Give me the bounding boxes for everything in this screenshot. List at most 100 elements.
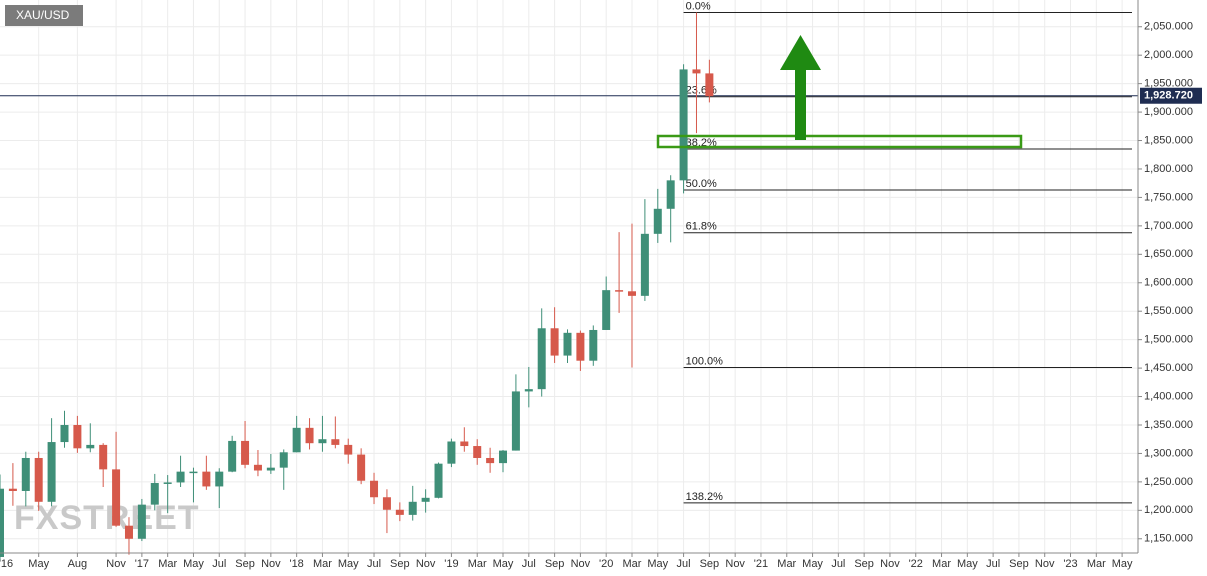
fib-label: 138.2% <box>686 491 724 503</box>
candle-body <box>228 440 237 472</box>
y-tick-label: 1,950.000 <box>1144 78 1193 90</box>
x-tick-label: '18 <box>289 558 303 570</box>
candle-body <box>473 446 482 458</box>
candle-body <box>408 501 417 515</box>
fib-label: 100.0% <box>686 355 724 367</box>
x-tick-label: Sep <box>700 558 720 570</box>
x-tick-label: Mar <box>313 558 332 570</box>
candle-body <box>357 454 366 481</box>
candle-body <box>447 441 456 464</box>
candle-body <box>395 509 404 515</box>
candle-body <box>124 525 133 539</box>
x-tick-label: '21 <box>754 558 768 570</box>
candle-body <box>73 424 82 449</box>
candle-body <box>189 471 198 474</box>
x-tick-label: Jul <box>212 558 226 570</box>
candle-body <box>537 328 546 390</box>
x-tick-label: Nov <box>880 558 900 570</box>
symbol-box <box>5 5 83 26</box>
candle-body <box>589 329 598 361</box>
x-tick-label: '23 <box>1063 558 1077 570</box>
x-tick-label: Nov <box>1035 558 1055 570</box>
candle-body <box>21 457 30 491</box>
candle-body <box>8 488 17 491</box>
x-tick-label: Nov <box>725 558 745 570</box>
candle-body <box>550 328 559 356</box>
y-tick-label: 1,150.000 <box>1144 533 1193 545</box>
candle-body <box>292 427 301 453</box>
candle-body <box>253 464 262 471</box>
x-tick-label: Sep <box>390 558 410 570</box>
fib-label: 0.0% <box>686 0 711 12</box>
x-tick-label: Jul <box>831 558 845 570</box>
x-tick-label: May <box>493 558 514 570</box>
candles <box>0 12 714 561</box>
symbol: XAU/USD <box>16 8 70 22</box>
grid <box>0 0 1138 553</box>
y-tick-label: 2,000.000 <box>1144 49 1193 61</box>
candle-body <box>86 444 95 449</box>
candle-body <box>202 471 211 487</box>
x-tick-label: '19 <box>444 558 458 570</box>
y-tick-label: 1,700.000 <box>1144 220 1193 232</box>
watermark: FXSTREET <box>14 499 200 537</box>
x-tick-label: Sep <box>235 558 255 570</box>
x-tick-label: Mar <box>468 558 487 570</box>
candle-body <box>279 452 288 468</box>
up-arrow <box>780 35 821 140</box>
x-tick-label: Mar <box>623 558 642 570</box>
x-tick-label: '22 <box>909 558 923 570</box>
candle-body <box>602 290 611 330</box>
candle-body <box>499 450 508 464</box>
y-tick-label: 2,050.000 <box>1144 21 1193 33</box>
x-tick-label: Jul <box>986 558 1000 570</box>
x-tick-label: May <box>338 558 359 570</box>
candle-body <box>331 439 340 445</box>
candle-body <box>370 480 379 498</box>
candle-body <box>640 233 649 296</box>
x-tick-label: May <box>957 558 978 570</box>
candle-body <box>34 457 43 502</box>
candle-body <box>0 488 4 557</box>
candle-body <box>460 441 469 447</box>
y-tick-label: 1,650.000 <box>1144 248 1193 260</box>
x-tick-label: Mar <box>1087 558 1106 570</box>
fib-levels: 0.0%23.6%38.2%50.0%61.8%100.0%138.2% <box>0 0 1138 504</box>
candle-body <box>382 497 391 510</box>
candle-body <box>627 291 636 296</box>
candle-body <box>266 467 275 471</box>
candle-body <box>318 439 327 444</box>
y-tick-label: 1,300.000 <box>1144 447 1193 459</box>
candle-body <box>305 427 314 444</box>
x-tick-label: Nov <box>571 558 591 570</box>
x-tick-label: '20 <box>599 558 613 570</box>
fib-label: 61.8% <box>686 221 717 233</box>
x-tick-label: Nov <box>261 558 281 570</box>
y-tick-label: 1,500.000 <box>1144 334 1193 346</box>
candle-body <box>511 391 520 451</box>
y-tick-label: 1,400.000 <box>1144 390 1193 402</box>
y-tick-label: 1,900.000 <box>1144 106 1193 118</box>
fib-label: 50.0% <box>686 178 717 190</box>
candle-body <box>215 471 224 487</box>
candle-body <box>150 483 159 505</box>
candle-body <box>576 332 585 361</box>
x-tick-label: Sep <box>1009 558 1029 570</box>
candle-body <box>705 73 714 97</box>
candle-body <box>653 208 662 234</box>
x-tick-label: '16 <box>0 558 13 570</box>
candle-body <box>176 471 185 483</box>
x-tick-label: May <box>802 558 823 570</box>
support-zone <box>656 134 1023 149</box>
y-tick-label: 1,850.000 <box>1144 134 1193 146</box>
candle-body <box>99 444 108 470</box>
x-tick-label: Aug <box>68 558 88 570</box>
candle-body <box>679 69 688 181</box>
x-tick-label: Jul <box>522 558 536 570</box>
x-tick-label: May <box>647 558 668 570</box>
y-tick-label: 1,450.000 <box>1144 362 1193 374</box>
candle-body <box>112 469 121 526</box>
x-tick-label: Nov <box>416 558 436 570</box>
